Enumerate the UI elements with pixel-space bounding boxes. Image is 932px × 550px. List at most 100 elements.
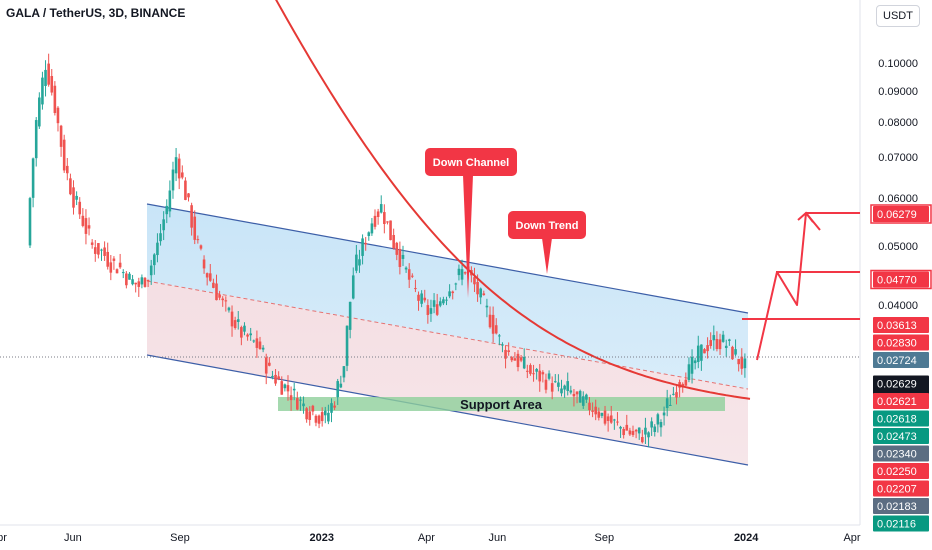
candle-body	[656, 414, 660, 425]
candle-body	[218, 294, 221, 298]
candle-body	[454, 283, 458, 285]
candle-body	[522, 356, 526, 369]
candle-body	[743, 358, 747, 369]
candle-body	[311, 405, 315, 412]
x-tick-label: Jun	[488, 532, 506, 544]
candle-body	[516, 353, 520, 368]
y-tick-label: 0.04000	[878, 300, 918, 312]
candle-body	[687, 364, 691, 381]
candle-body	[696, 345, 700, 362]
candle-body	[205, 273, 209, 278]
candle-body	[672, 393, 675, 395]
x-tick-label: pr	[0, 532, 7, 544]
x-tick-label: Sep	[170, 532, 190, 544]
candle-body	[233, 320, 237, 328]
candle-body	[429, 308, 433, 314]
candle-body	[662, 412, 666, 416]
y-tick-label: 0.05000	[878, 241, 918, 253]
candle-body	[718, 339, 722, 350]
ema-line	[275, 0, 751, 400]
candle-body	[379, 204, 383, 213]
candle-body	[296, 398, 299, 410]
candles-group	[28, 53, 747, 448]
candle-body	[417, 294, 420, 301]
candle-body	[591, 410, 594, 412]
candle-body	[473, 277, 476, 285]
candle-body	[339, 383, 343, 388]
candle-body	[261, 347, 265, 350]
candle-body	[355, 254, 358, 271]
candle-body	[131, 279, 134, 285]
candle-body	[289, 395, 293, 401]
candle-body	[423, 297, 427, 301]
candle-body	[212, 282, 215, 288]
candle-body	[53, 85, 57, 113]
candle-body	[637, 427, 641, 434]
currency-button[interactable]: USDT	[876, 5, 920, 27]
price-label: 0.06279	[877, 209, 917, 221]
candle-body	[594, 406, 597, 415]
candle-body	[277, 376, 280, 380]
candle-body	[168, 190, 172, 212]
candle-body	[647, 432, 650, 438]
candle-body	[65, 165, 69, 174]
candle-body	[268, 362, 271, 366]
candle-body	[28, 198, 32, 246]
projection-arrowhead	[797, 211, 814, 223]
candle-body	[274, 374, 277, 384]
candle-body	[541, 372, 545, 375]
candle-body	[308, 411, 312, 420]
support-area-box	[278, 397, 725, 411]
candle-body	[121, 272, 125, 274]
candle-body	[438, 301, 442, 306]
candle-body	[118, 262, 122, 268]
price-label-bg	[873, 352, 929, 368]
candle-body	[59, 125, 63, 147]
y-tick-label: 0.07000	[878, 152, 918, 164]
candle-body	[367, 232, 371, 237]
price-label-bg	[873, 410, 929, 427]
candle-body	[482, 293, 486, 296]
candle-body	[84, 218, 88, 234]
candle-body	[625, 424, 629, 431]
candle-body	[109, 262, 113, 273]
candle-body	[613, 419, 616, 421]
candle-body	[563, 385, 566, 390]
candle-body	[81, 215, 85, 226]
candle-body	[401, 254, 405, 259]
candle-body	[728, 339, 731, 341]
candle-body	[566, 381, 570, 391]
candle-body	[526, 370, 529, 372]
candle-body	[650, 421, 653, 428]
candle-body	[373, 215, 377, 227]
candle-body	[137, 281, 141, 287]
candle-body	[38, 97, 41, 127]
candle-body	[709, 340, 713, 346]
candle-body	[715, 338, 719, 350]
down-channel-callout-pointer	[463, 175, 473, 298]
y-tick-label: 0.09000	[878, 86, 918, 98]
candle-body	[177, 158, 181, 179]
candle-body	[494, 325, 498, 334]
candle-body	[162, 219, 165, 231]
price-label-bg	[873, 515, 929, 532]
candle-body	[62, 139, 66, 171]
price-label: 0.02116	[877, 519, 916, 531]
candle-body	[460, 269, 464, 280]
candle-body	[668, 404, 672, 406]
candle-body	[90, 242, 94, 245]
candle-body	[600, 412, 604, 416]
candle-body	[706, 345, 709, 352]
candle-body	[392, 235, 395, 249]
candle-body	[364, 242, 367, 245]
candle-body	[485, 305, 489, 308]
candle-body	[498, 335, 501, 337]
candle-body	[404, 267, 408, 270]
price-label-bg	[873, 206, 929, 222]
candle-body	[193, 216, 197, 240]
candle-body	[72, 187, 75, 208]
candle-body	[491, 314, 495, 334]
candle-body	[414, 288, 417, 290]
candle-body	[153, 254, 156, 266]
